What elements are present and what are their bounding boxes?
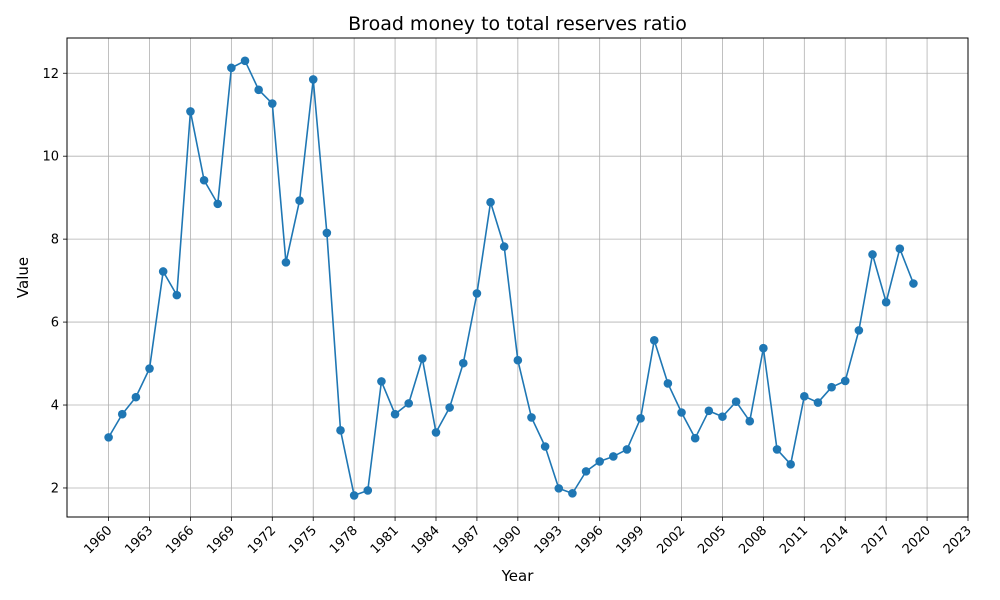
data-point (172, 290, 182, 300)
data-point (840, 376, 850, 386)
data-point (472, 289, 482, 298)
y-tick-label: 6 (51, 316, 59, 331)
y-axis-title: Value (14, 257, 32, 298)
data-point (486, 197, 495, 207)
data-point (745, 416, 755, 426)
data-point (377, 377, 386, 386)
x-axis-title: Year (501, 567, 535, 585)
y-tick-label: 10 (42, 150, 59, 165)
data-point (145, 364, 154, 373)
data-point (240, 56, 250, 66)
data-point (499, 242, 509, 251)
data-point (554, 484, 564, 493)
data-point (649, 336, 659, 345)
data-point (868, 250, 877, 259)
data-point (527, 413, 536, 422)
data-point (759, 343, 768, 353)
data-point (336, 426, 345, 435)
data-point (445, 403, 454, 412)
data-point (854, 326, 864, 335)
y-tick-label: 2 (51, 481, 59, 496)
data-point (308, 75, 318, 84)
data-point (131, 392, 141, 402)
data-point (581, 467, 591, 476)
data-point (786, 460, 795, 469)
data-point (186, 107, 195, 116)
data-point (363, 486, 373, 495)
data-point (895, 244, 905, 253)
data-point (881, 297, 891, 307)
data-point (349, 491, 359, 500)
data-point (254, 85, 263, 95)
data-point (622, 445, 632, 454)
data-point (909, 279, 918, 288)
data-point (595, 457, 604, 466)
data-point (731, 397, 741, 407)
data-point (718, 412, 727, 421)
data-point (458, 358, 468, 368)
data-point (690, 433, 700, 443)
data-point (104, 433, 113, 442)
data-point (568, 489, 577, 498)
data-point (513, 355, 523, 365)
data-point (295, 196, 304, 205)
y-tick-label: 4 (51, 399, 59, 414)
data-point (281, 258, 291, 267)
data-point (431, 428, 441, 437)
y-tick-label: 12 (42, 67, 59, 82)
data-point (213, 199, 223, 209)
data-point (663, 379, 673, 388)
data-point (158, 267, 168, 276)
data-point (772, 445, 782, 454)
data-series (104, 56, 918, 500)
chart-title: Broad money to total reserves ratio (348, 13, 687, 35)
data-point (609, 452, 618, 461)
data-point (418, 354, 427, 363)
data-point (827, 382, 836, 392)
data-point (636, 413, 645, 423)
data-point (540, 442, 550, 451)
data-point (390, 409, 400, 419)
data-point (227, 63, 236, 73)
data-point (813, 398, 823, 407)
grid (67, 38, 969, 517)
data-point (267, 99, 277, 108)
plot-area-frame (66, 37, 969, 518)
data-point (404, 399, 414, 408)
y-tick-label: 8 (51, 233, 59, 248)
data-point (677, 408, 686, 417)
data-point (199, 175, 209, 185)
data-point (117, 409, 127, 419)
data-point (800, 392, 809, 401)
data-point (704, 406, 714, 416)
data-point (322, 228, 332, 238)
